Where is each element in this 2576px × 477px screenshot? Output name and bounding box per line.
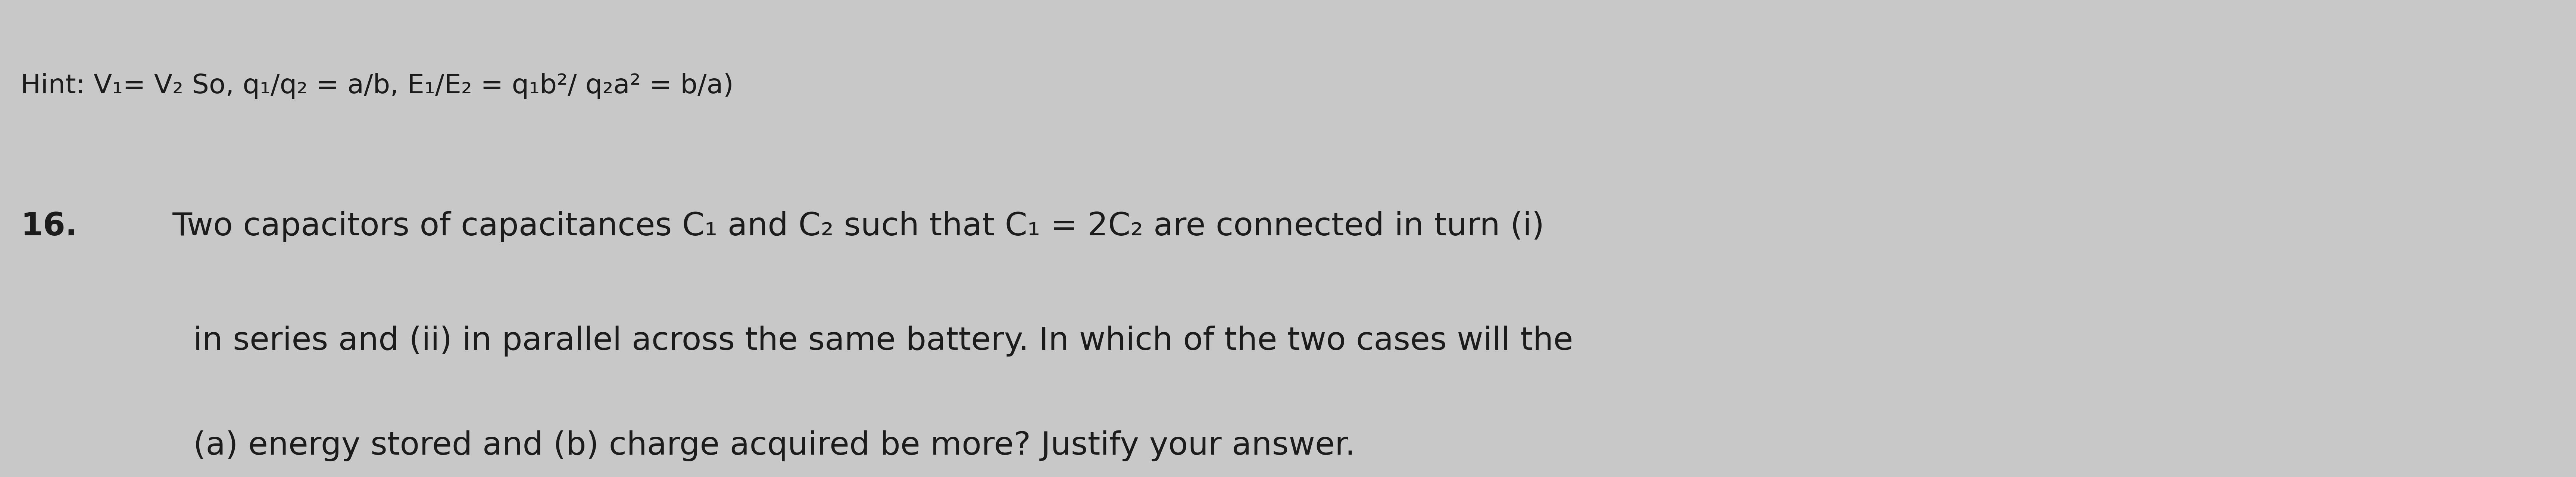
Text: Hint: V₁= V₂ So, q₁/q₂ = a/b, E₁/E₂ = q₁b²/ q₂a² = b/a): Hint: V₁= V₂ So, q₁/q₂ = a/b, E₁/E₂ = q₁… <box>21 73 734 99</box>
Text: in series and (ii) in parallel across the same battery. In which of the two case: in series and (ii) in parallel across th… <box>193 326 1574 356</box>
Text: Two capacitors of capacitances C₁ and C₂ such that C₁ = 2C₂ are connected in tur: Two capacitors of capacitances C₁ and C₂… <box>162 211 1543 242</box>
Text: (a) energy stored and (b) charge acquired be more? Justify your answer.: (a) energy stored and (b) charge acquire… <box>193 431 1355 461</box>
Text: 16.: 16. <box>21 211 77 242</box>
